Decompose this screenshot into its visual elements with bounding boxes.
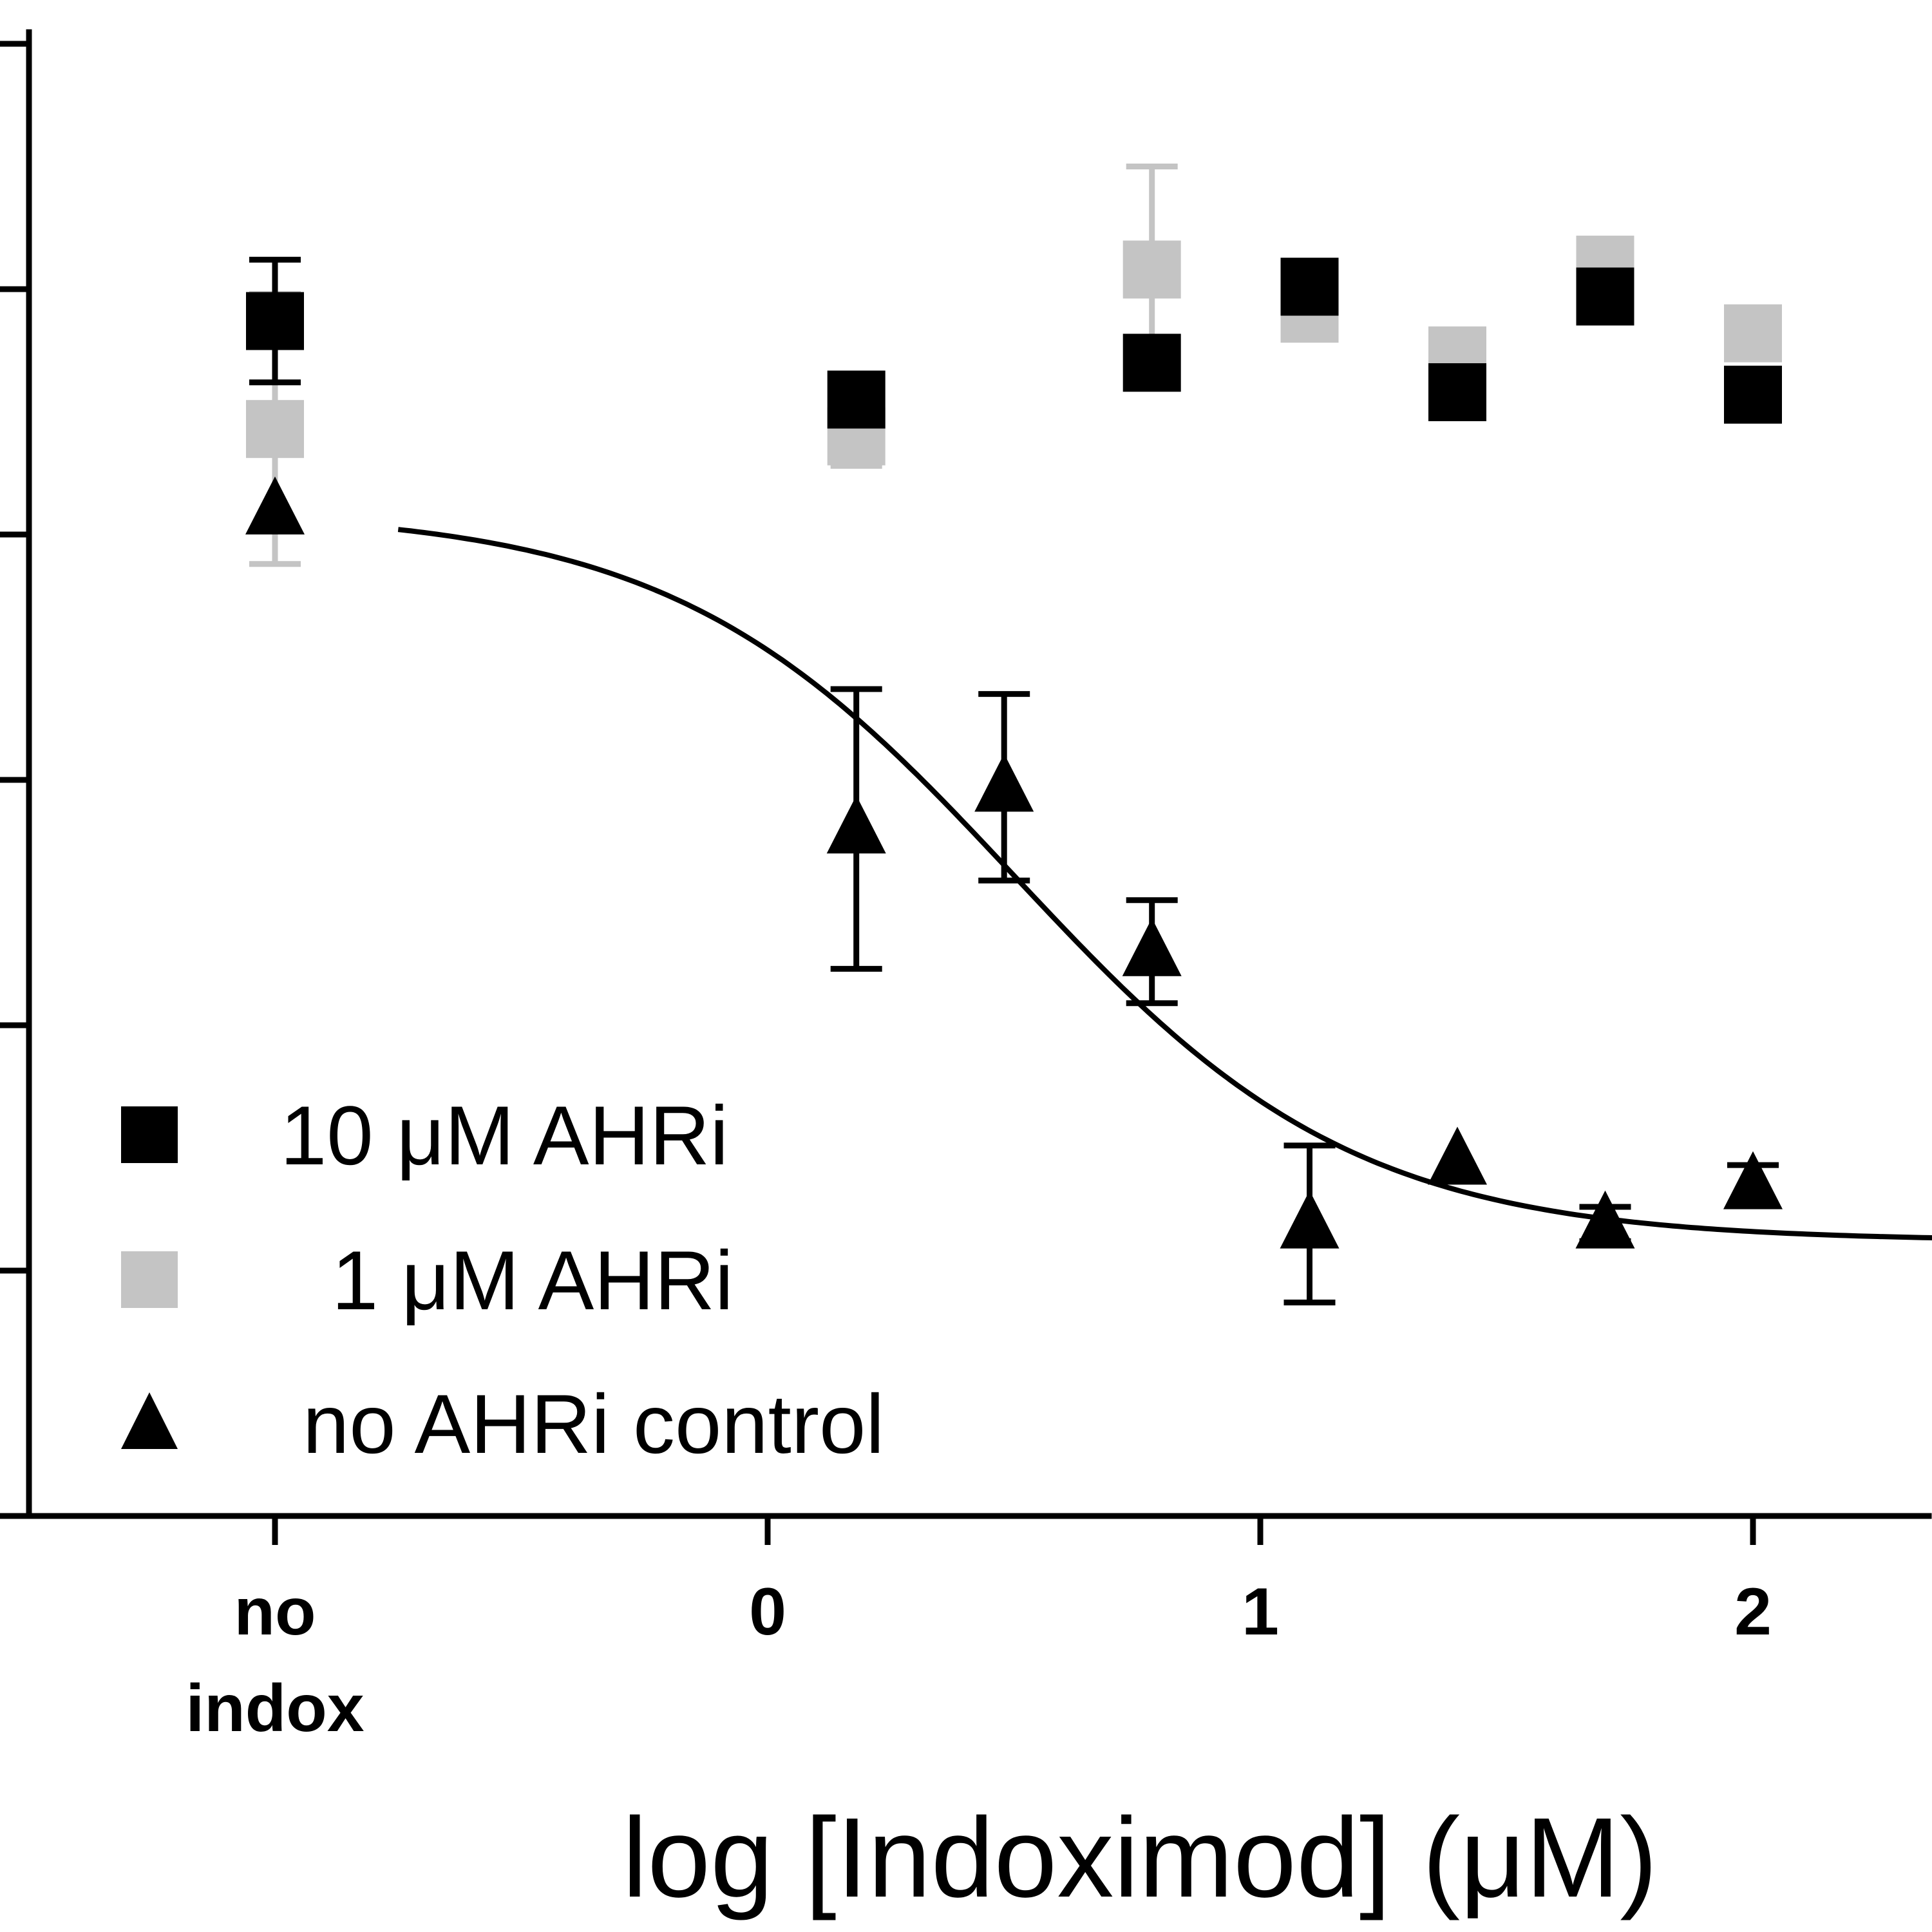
marker-no-ahri-control-0: [245, 476, 305, 535]
legend-label-1-m-ahri: 1 μM AHRi: [332, 1233, 734, 1327]
axes: no indox 0 1 2: [0, 29, 1932, 1746]
x-tick-label-0-0: no: [234, 1575, 316, 1649]
marker-no-ahri-control-4: [1280, 1190, 1340, 1249]
legend: 10 μM AHRi 1 μM AHRi no AHRi control: [121, 1088, 884, 1471]
marker-no-ahri-control-6: [1575, 1190, 1635, 1249]
marker-10-m-ahri-4: [1428, 363, 1486, 422]
marker-10-m-ahri-5: [1576, 267, 1634, 326]
x-axis-title: log [Indoximod] (μM): [622, 1795, 1658, 1921]
marker-no-ahri-control-7: [1723, 1151, 1783, 1209]
fit-curve: [397, 527, 1932, 1240]
legend-marker-1-m-ahri: [121, 1251, 178, 1308]
x-tick-label-0-1: indox: [185, 1671, 364, 1746]
x-tick-label-3: 2: [1734, 1575, 1772, 1649]
marker-10-m-ahri-3: [1280, 258, 1339, 316]
marker-1-m-ahri-6: [1724, 304, 1782, 363]
marker-10-m-ahri-2: [1122, 334, 1181, 392]
legend-marker-no-ahri-control: [121, 1392, 178, 1449]
marker-no-ahri-control-5: [1428, 1126, 1487, 1185]
y-ticks: [0, 41, 29, 1519]
marker-10-m-ahri-1: [827, 370, 886, 429]
marker-10-m-ahri-6: [1724, 365, 1782, 424]
marker-no-ahri-control-3: [1122, 918, 1182, 976]
marker-no-ahri-control-1: [826, 795, 886, 854]
legend-label-10-m-ahri: 10 μM AHRi: [280, 1088, 728, 1182]
marker-no-ahri-control-2: [974, 753, 1034, 812]
x-tick-label-2: 1: [1242, 1575, 1279, 1649]
data-markers: [245, 235, 1783, 1249]
marker-10-m-ahri-0: [246, 292, 304, 350]
legend-marker-10-m-ahri: [121, 1106, 178, 1163]
x-ticks: no indox 0 1 2: [185, 1516, 1772, 1746]
x-tick-label-1: 0: [749, 1575, 786, 1649]
marker-1-m-ahri-0: [246, 400, 304, 459]
marker-1-m-ahri-2: [1122, 240, 1181, 299]
legend-label-no-ahri-control: no AHRi control: [303, 1377, 884, 1471]
